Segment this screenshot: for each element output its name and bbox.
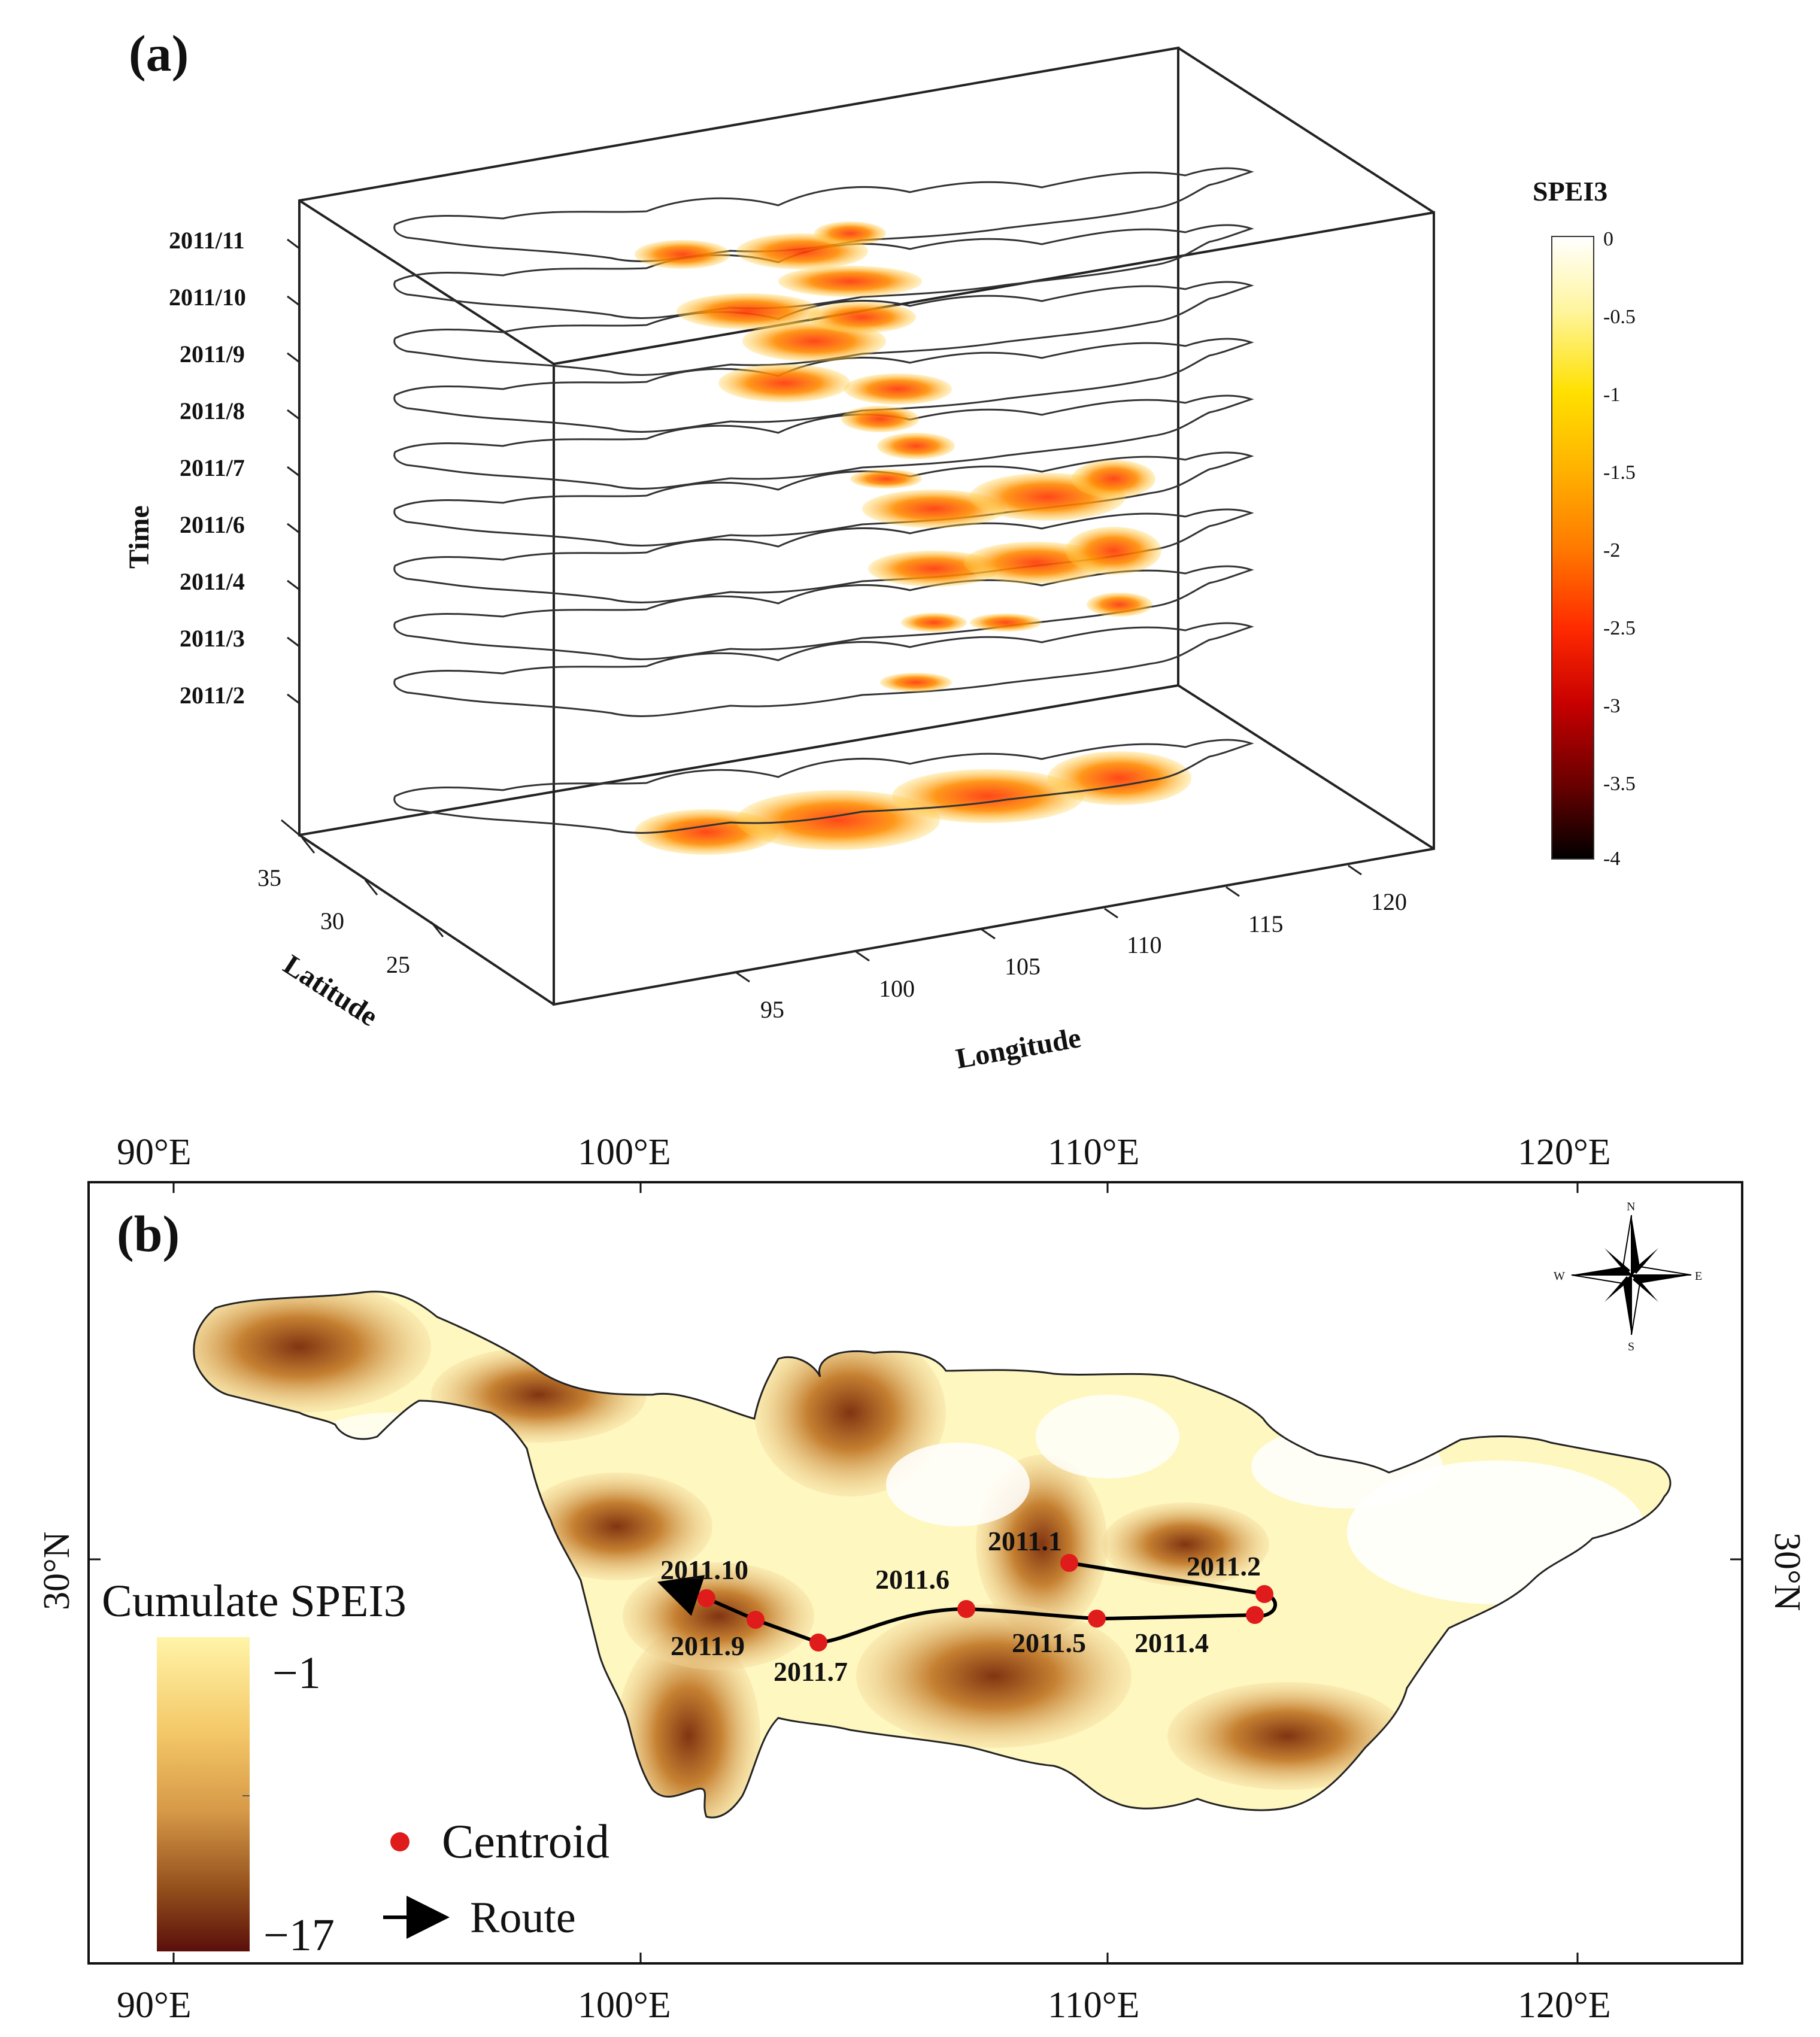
legend-min: −17 bbox=[263, 1910, 335, 1960]
centroid-label: 2011.6 bbox=[875, 1564, 950, 1595]
legend-route-label: Route bbox=[470, 1893, 576, 1942]
time-tick: 2011/8 bbox=[180, 397, 245, 424]
centroid-label: 2011.1 bbox=[988, 1526, 1062, 1556]
axis-time-label: Time bbox=[123, 505, 155, 569]
centroid-point bbox=[1255, 1585, 1273, 1603]
centroid-labels: 2011.1 2011.2 2011.4 2011.5 2011.6 2011.… bbox=[660, 1526, 1261, 1687]
legend-centroid-marker bbox=[390, 1832, 410, 1851]
lon-tick: 100 bbox=[879, 975, 915, 1002]
bottom-lon-tick: 90°E bbox=[117, 1985, 192, 2026]
compass-w: W bbox=[1554, 1270, 1565, 1283]
compass-s: S bbox=[1628, 1340, 1634, 1353]
time-tick: 2011/7 bbox=[180, 454, 245, 481]
colorbar-a-tick: -3.5 bbox=[1603, 773, 1636, 795]
time-tick: 2011/3 bbox=[180, 625, 245, 652]
lon-tick: 120 bbox=[1371, 888, 1407, 915]
colorbar-a-tick: -1 bbox=[1603, 384, 1620, 406]
axis-lat-label: Latitude bbox=[278, 949, 383, 1033]
lat-tick-marks bbox=[301, 837, 444, 937]
lat-tick-left: 30°N bbox=[37, 1531, 77, 1610]
centroid-label: 2011.7 bbox=[774, 1656, 848, 1687]
lon-tick: 115 bbox=[1248, 910, 1284, 937]
panel-b: 90°E 100°E 110°E 120°E (b) bbox=[37, 1132, 1807, 2026]
colorbar-a-tick: -4 bbox=[1603, 848, 1620, 870]
centroid-point bbox=[1246, 1606, 1264, 1624]
lon-tick-marks bbox=[736, 864, 1362, 983]
lon-ticks: 95 100 105 110 115 120 bbox=[760, 888, 1407, 1023]
centroid-label: 2011.5 bbox=[1012, 1628, 1086, 1658]
time-ticks: 2011/11 2011/10 2011/9 2011/8 2011/7 201… bbox=[169, 227, 246, 709]
lat-tick-right: 30°N bbox=[1767, 1532, 1807, 1611]
bottom-drought-area bbox=[635, 751, 1191, 855]
legend-b: Cumulate SPEI3 −1 −17 Centroid Route bbox=[102, 1576, 609, 1960]
bottom-lon-ticks: 90°E 100°E 110°E 120°E bbox=[117, 1985, 1611, 2026]
colorbar-a-tick: -3 bbox=[1603, 695, 1620, 717]
lat-tick: 25 bbox=[386, 951, 410, 978]
centroid-point bbox=[697, 1589, 715, 1607]
bottom-lon-tick: 100°E bbox=[578, 1985, 671, 2026]
centroid-label: 2011.10 bbox=[660, 1555, 748, 1585]
panel-a-label: (a) bbox=[129, 25, 189, 82]
legend-colorbar bbox=[157, 1637, 250, 1951]
lat-tick: 35 bbox=[257, 864, 281, 891]
lon-tick: 110 bbox=[1127, 931, 1162, 958]
legend-max: −1 bbox=[272, 1648, 321, 1698]
compass-e: E bbox=[1695, 1270, 1702, 1283]
colorbar-a-bar bbox=[1551, 236, 1594, 860]
layer-drought-areas bbox=[635, 221, 1161, 692]
colorbar-a-tick: -2 bbox=[1603, 539, 1620, 561]
top-lon-tick: 110°E bbox=[1048, 1132, 1139, 1173]
centroid-point bbox=[1088, 1610, 1106, 1628]
colorbar-a: SPEI3 0 -0.5 -1 -1.5 -2 -2.5 -3 -3.5 -4 bbox=[1533, 176, 1636, 870]
panel-b-label: (b) bbox=[117, 1205, 180, 1262]
basin-outline bbox=[193, 1291, 1672, 1819]
centroid-point bbox=[747, 1611, 765, 1629]
centroid-label: 2011.9 bbox=[671, 1631, 745, 1661]
time-tick-marks bbox=[281, 238, 300, 836]
time-tick: 2011/6 bbox=[180, 511, 245, 538]
compass-icon: N S E W bbox=[1554, 1200, 1702, 1353]
bottom-lon-tick-marks bbox=[172, 1182, 1579, 1963]
centroid-label: 2011.4 bbox=[1135, 1628, 1209, 1658]
top-lon-tick: 120°E bbox=[1518, 1132, 1611, 1173]
top-lon-tick: 90°E bbox=[117, 1132, 192, 1173]
top-lon-ticks: 90°E 100°E 110°E 120°E bbox=[117, 1132, 1611, 1173]
legend-title: Cumulate SPEI3 bbox=[102, 1576, 407, 1626]
box-frame bbox=[298, 46, 1435, 1006]
lon-tick: 95 bbox=[760, 996, 784, 1023]
top-lon-tick: 100°E bbox=[578, 1132, 671, 1173]
colorbar-a-tick: -1.5 bbox=[1603, 462, 1636, 484]
centroids bbox=[697, 1554, 1273, 1652]
bottom-lon-tick: 120°E bbox=[1518, 1985, 1611, 2026]
time-tick: 2011/11 bbox=[169, 227, 245, 254]
colorbar-a-tick: -0.5 bbox=[1603, 306, 1636, 328]
time-tick: 2011/2 bbox=[180, 682, 245, 709]
lat-ticks: 35 30 25 bbox=[257, 864, 410, 978]
layer-2011-2 bbox=[393, 622, 1252, 717]
centroid-label: 2011.2 bbox=[1187, 1551, 1261, 1581]
bottom-lon-tick: 110°E bbox=[1048, 1985, 1139, 2026]
legend-centroid-label: Centroid bbox=[442, 1816, 609, 1868]
centroid-point bbox=[809, 1634, 827, 1652]
time-tick: 2011/9 bbox=[180, 341, 245, 368]
lat-tick: 30 bbox=[320, 907, 344, 934]
centroid-point bbox=[957, 1600, 975, 1618]
colorbar-a-tick: -2.5 bbox=[1603, 617, 1636, 639]
lon-tick: 105 bbox=[1005, 953, 1041, 980]
time-tick: 2011/4 bbox=[180, 568, 245, 595]
compass-n: N bbox=[1627, 1200, 1635, 1213]
panel-a: (a) bbox=[123, 25, 1636, 1075]
centroid-point bbox=[1060, 1554, 1078, 1572]
axis-lon-label: Longitude bbox=[954, 1022, 1084, 1075]
colorbar-a-title: SPEI3 bbox=[1533, 176, 1607, 207]
colorbar-a-tick: 0 bbox=[1603, 228, 1613, 250]
time-tick: 2011/10 bbox=[169, 284, 246, 311]
